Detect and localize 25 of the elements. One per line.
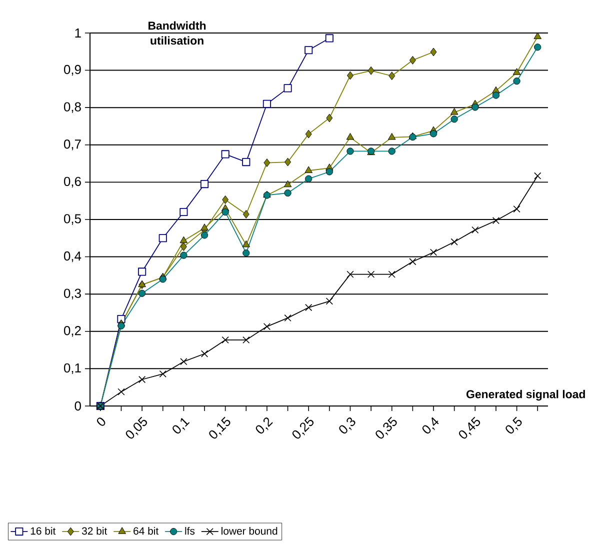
x-tick-label: 0 (96, 418, 106, 426)
legend-label: 64 bit (134, 527, 159, 535)
y-tick-label: 0,8 (64, 102, 81, 113)
x-axis-title: Generated signal load (466, 390, 585, 401)
legend-label: lfs (185, 527, 195, 535)
y-tick-label: 0,7 (64, 140, 81, 150)
x-tick-label: 0,2 (256, 417, 273, 434)
x-tick-label: 0,3 (339, 418, 356, 434)
legend-label: 32 bit (82, 527, 108, 535)
legend-label: lower bound (222, 527, 278, 535)
x-tick-label: 0,1 (172, 418, 190, 434)
y-tick-label: 0,6 (64, 176, 81, 188)
y-tick-label: 0 (74, 401, 81, 411)
x-tick-label: 0,45 (458, 416, 480, 439)
y-tick-label: 0,4 (64, 251, 82, 262)
x-tick-label: 0,5 (506, 416, 522, 434)
legend-label: 16 bit (30, 527, 56, 535)
y-tick-label: 1 (75, 28, 81, 38)
y-tick-label: 0,5 (64, 214, 81, 225)
y-tick-label: 0,2 (64, 326, 81, 337)
y-tick-label: 0,3 (64, 288, 81, 300)
y-tick-label: 0,1 (64, 363, 81, 374)
y-axis-title: Bandwidth utilisation (148, 21, 206, 45)
y-tick-label: 0,9 (64, 64, 81, 76)
x-tick-label: 0,4 (422, 417, 439, 434)
